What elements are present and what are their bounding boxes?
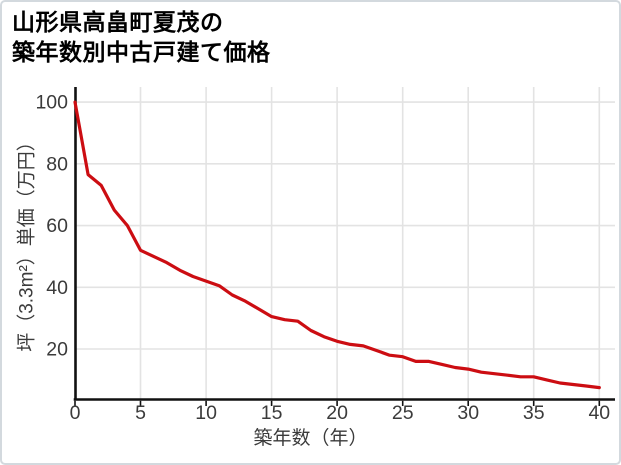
y-tick-label: 40 xyxy=(46,277,68,299)
y-tick-label: 60 xyxy=(46,215,68,237)
y-axis-title: 坪（3.3m²）単価（万円） xyxy=(16,132,38,352)
x-tick-label: 30 xyxy=(457,402,479,424)
chart-title-line1: 山形県高畠町夏茂の xyxy=(12,9,224,35)
x-axis-title: 築年数（年） xyxy=(253,428,368,449)
x-tick-label: 10 xyxy=(195,402,217,424)
x-tick-label: 20 xyxy=(326,402,348,424)
x-tick-label: 0 xyxy=(70,402,81,424)
chart-title-line2: 築年数別中古戸建て価格 xyxy=(12,39,271,65)
y-tick-label: 80 xyxy=(46,153,68,175)
y-tick-label: 100 xyxy=(35,92,68,114)
x-tick-label: 25 xyxy=(392,402,414,424)
price-line xyxy=(73,100,601,390)
x-tick-label: 35 xyxy=(523,402,545,424)
x-tick-label: 40 xyxy=(588,402,610,424)
x-tick-label: 15 xyxy=(261,402,283,424)
x-tick-label: 5 xyxy=(135,402,146,424)
chart-title: 山形県高畠町夏茂の 築年数別中古戸建て価格 xyxy=(12,7,271,67)
y-tick-label: 20 xyxy=(46,339,68,361)
